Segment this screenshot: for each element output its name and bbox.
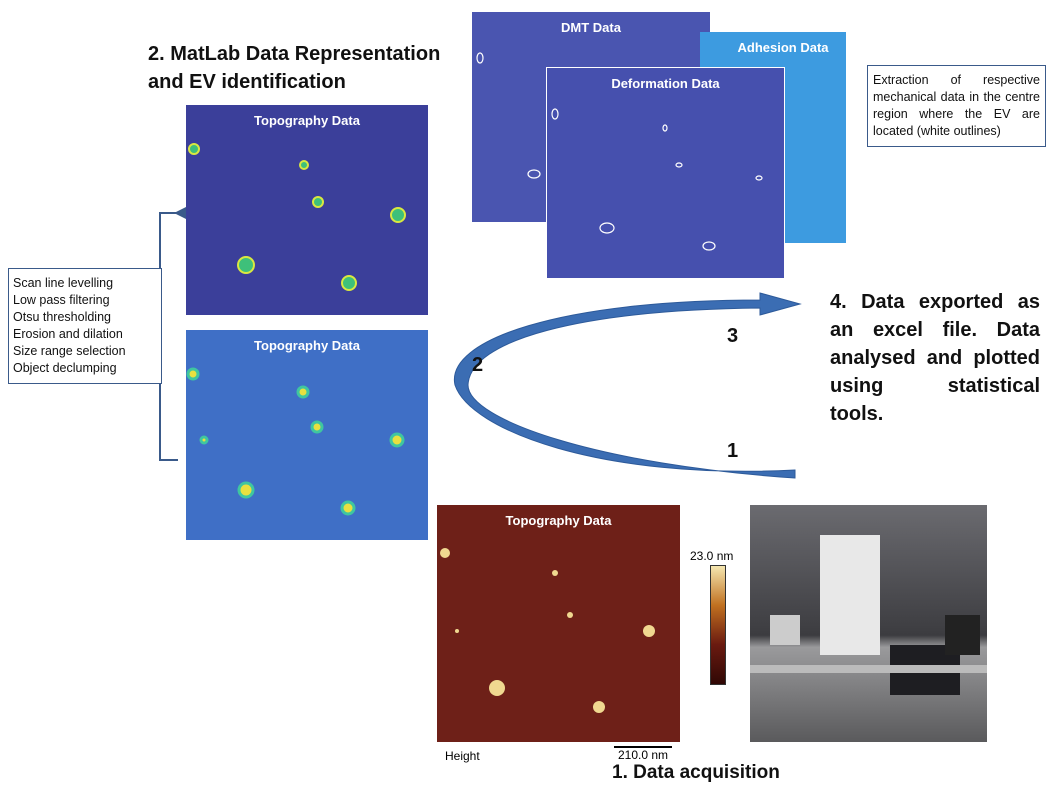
- topography-afm-panel: Topography Data: [437, 505, 680, 742]
- outlines: [547, 68, 784, 278]
- colorbar: [710, 565, 726, 685]
- deformation-panel: Deformation Data: [546, 67, 785, 279]
- instrument-photo: [750, 505, 987, 742]
- arrow-label: 2: [472, 354, 483, 377]
- panel-title: Topography Data: [437, 513, 680, 528]
- scale-bar: 210.0 nm: [614, 746, 672, 762]
- extraction-note: Extraction of respective mechanical data…: [867, 65, 1046, 147]
- arrow-label: 3: [727, 325, 738, 348]
- blobs: [186, 330, 428, 540]
- step: Object declumping: [13, 360, 157, 377]
- topography-processed-panel: Topography Data: [186, 105, 428, 315]
- step: Otsu thresholding: [13, 309, 157, 326]
- processing-box: Scan line levelling Low pass filtering O…: [8, 268, 162, 384]
- page: 2. MatLab Data Representation and EV ide…: [0, 0, 1049, 787]
- export-text: 4. Data exported as an excel file. Data …: [830, 288, 1040, 428]
- step: Scan line levelling: [13, 275, 157, 292]
- acquisition-title: 1. Data acquisition: [612, 762, 780, 784]
- blobs: [437, 505, 680, 742]
- step: Erosion and dilation: [13, 326, 157, 343]
- blobs: [186, 105, 428, 315]
- step: Low pass filtering: [13, 292, 157, 309]
- height-label: Height: [445, 749, 480, 763]
- colorbar-label: 23.0 nm: [690, 549, 733, 563]
- topography-raw-panel: Topography Data: [186, 330, 428, 540]
- workflow-arrow: [454, 293, 800, 478]
- panel-title: Adhesion Data: [720, 40, 846, 55]
- panel-title: DMT Data: [472, 20, 710, 35]
- step: Size range selection: [13, 343, 157, 360]
- panel-title: Topography Data: [186, 113, 428, 128]
- instrument-shapes: [750, 505, 987, 742]
- panel-title: Deformation Data: [547, 76, 784, 91]
- panel-title: Topography Data: [186, 338, 428, 353]
- arrow-label: 1: [727, 440, 738, 463]
- bracket: [160, 213, 178, 460]
